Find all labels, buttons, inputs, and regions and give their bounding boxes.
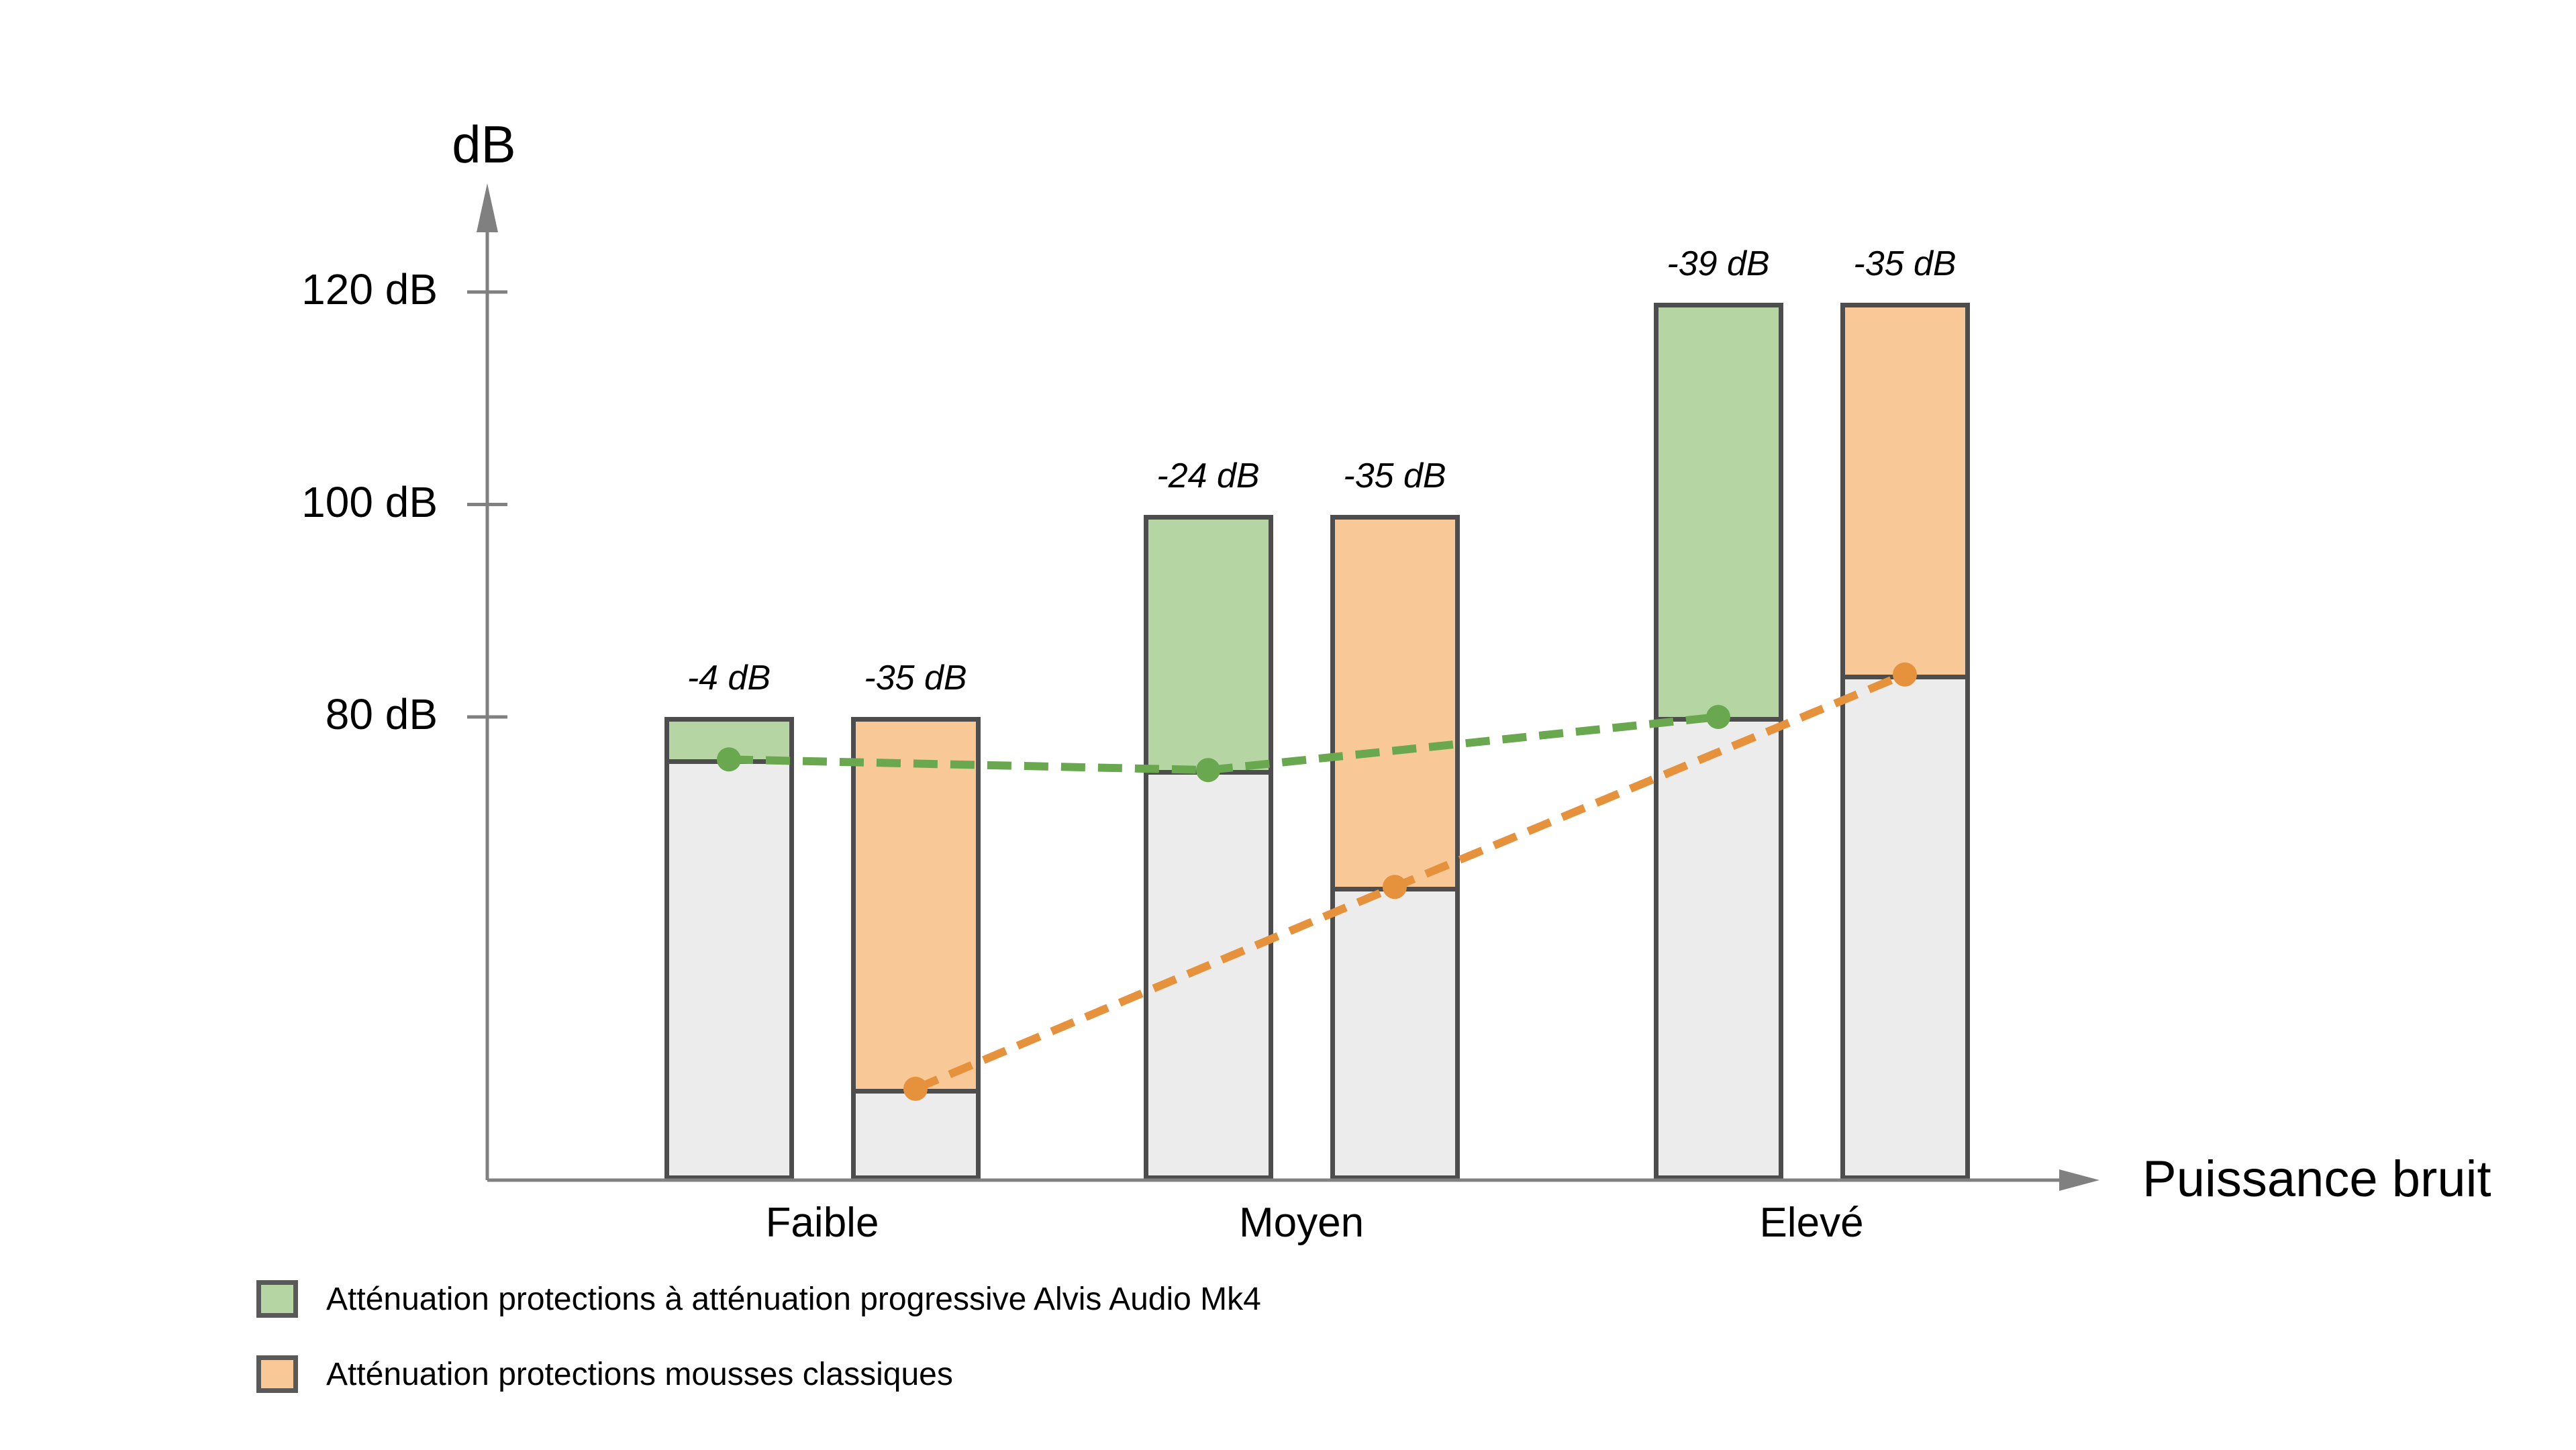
attenuation-value-label: -35 dB xyxy=(864,659,967,697)
bar-progressive-faible xyxy=(664,717,794,1180)
attenuation-value-label: -35 dB xyxy=(1853,244,1956,283)
attenuation-value-label: -35 dB xyxy=(1343,456,1446,496)
attenuation-value-label: -4 dB xyxy=(687,659,771,697)
legend-swatch-orange xyxy=(256,1355,298,1393)
y-tick-label: 100 dB xyxy=(301,477,438,526)
legend-label-mousses: Atténuation protections mousses classiqu… xyxy=(326,1357,953,1392)
attenuation-value-label: -39 dB xyxy=(1667,244,1770,283)
x-category-label: Faible xyxy=(765,1200,879,1246)
legend-swatch-green xyxy=(256,1280,298,1318)
y-tick-label: 120 dB xyxy=(301,265,438,313)
legend-label-progressive: Atténuation protections à atténuation pr… xyxy=(326,1282,1261,1317)
attenuation-value-label: -24 dB xyxy=(1156,456,1260,496)
x-axis-title: Puissance bruit xyxy=(2142,1151,2491,1208)
y-axis-title: dB xyxy=(452,115,516,174)
x-category-label: Moyen xyxy=(1238,1200,1365,1246)
x-category-label: Elevé xyxy=(1759,1200,1864,1246)
y-tick-label: 80 dB xyxy=(325,690,438,738)
